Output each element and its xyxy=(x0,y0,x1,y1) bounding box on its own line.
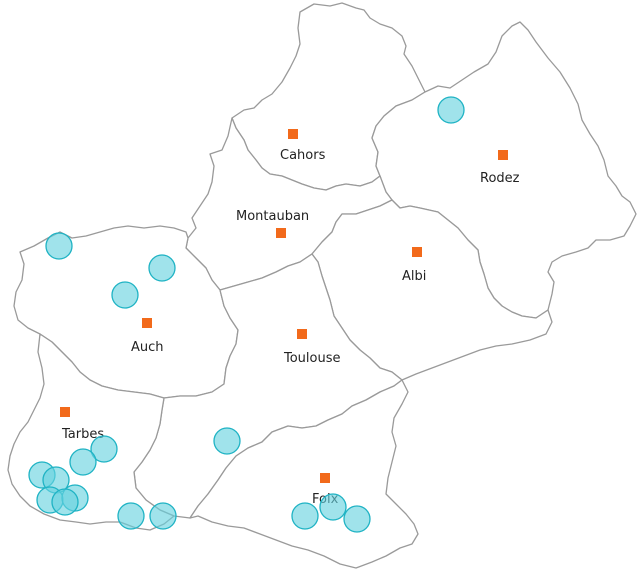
department-borders xyxy=(7,2,637,569)
label-tarbes: Tarbes xyxy=(61,427,104,442)
label-rodez: Rodez xyxy=(480,171,520,186)
marker-tarbes xyxy=(60,407,70,417)
observation-marker[interactable] xyxy=(343,505,371,533)
marker-albi xyxy=(412,247,422,257)
marker-foix xyxy=(320,473,330,483)
marker-rodez xyxy=(498,150,508,160)
observation-marker[interactable] xyxy=(319,493,347,521)
observation-marker[interactable] xyxy=(90,435,118,463)
observation-marker[interactable] xyxy=(149,502,177,530)
label-cahors: Cahors xyxy=(280,148,326,163)
prefecture-markers xyxy=(60,129,508,483)
marker-cahors xyxy=(288,129,298,139)
observation-marker[interactable] xyxy=(51,488,79,516)
prefecture-labels: Cahors Rodez Montauban Albi Auch Toulous… xyxy=(61,148,520,507)
marker-montauban xyxy=(276,228,286,238)
observation-marker[interactable] xyxy=(69,448,97,476)
marker-auch xyxy=(142,318,152,328)
observation-marker[interactable] xyxy=(291,502,319,530)
marker-toulouse xyxy=(297,329,307,339)
label-auch: Auch xyxy=(131,340,164,355)
observation-marker[interactable] xyxy=(111,281,139,309)
label-toulouse: Toulouse xyxy=(283,351,341,366)
observation-marker[interactable] xyxy=(213,427,241,455)
observation-marker[interactable] xyxy=(148,254,176,282)
label-albi: Albi xyxy=(402,269,426,284)
observation-marker[interactable] xyxy=(117,502,145,530)
observation-markers xyxy=(28,96,465,533)
label-montauban: Montauban xyxy=(236,209,309,224)
observation-marker[interactable] xyxy=(45,232,73,260)
observation-marker[interactable] xyxy=(437,96,465,124)
